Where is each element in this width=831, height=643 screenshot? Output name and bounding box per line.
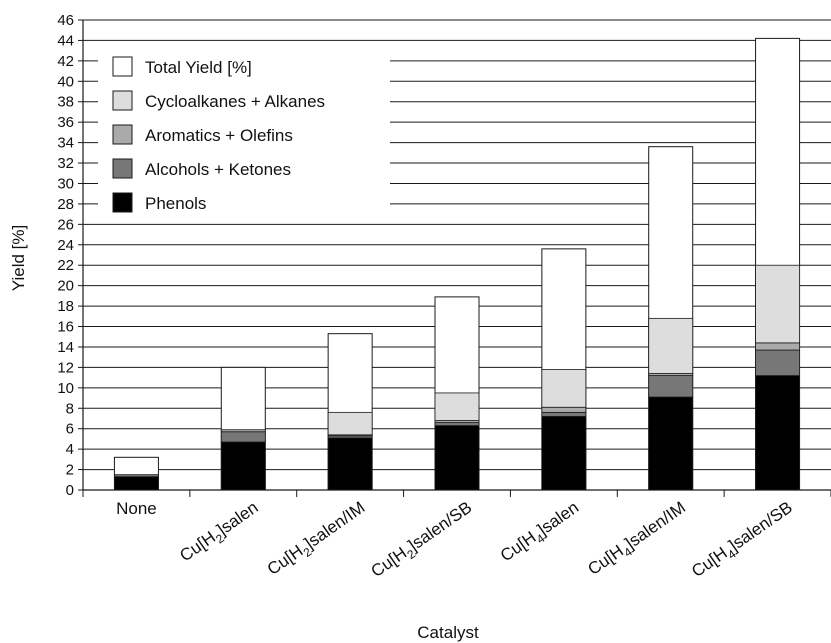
- y-tick-label: 46: [57, 12, 74, 29]
- y-tick-label: 28: [57, 196, 74, 213]
- bar-phenols: [114, 476, 159, 491]
- y-tick-label: 6: [66, 421, 74, 438]
- y-axis-title: Yield [%]: [9, 225, 28, 291]
- y-tick-label: 26: [57, 216, 74, 233]
- bar-phenols: [220, 441, 266, 491]
- bar-phenols: [648, 396, 694, 491]
- x-tick-label: Cu[H4]salen: [497, 498, 585, 569]
- bar-cycloalkanes-alkanes: [434, 392, 480, 421]
- bar-alcohols-ketones: [114, 474, 159, 478]
- y-tick-label: 24: [57, 237, 74, 254]
- legend-label: Aromatics + Olefins: [145, 126, 293, 145]
- legend-label: Phenols: [145, 194, 206, 213]
- bar-alcohols-ketones: [541, 411, 587, 417]
- bar-cycloalkanes-alkanes: [648, 317, 694, 374]
- bar-aromatics-olefins: [220, 429, 266, 433]
- x-tick-label: Cu[H2]salen/SB: [368, 498, 478, 585]
- y-tick-label: 32: [57, 155, 74, 172]
- legend-swatch: [112, 56, 133, 77]
- legend-background: [98, 48, 390, 220]
- bar-phenols: [755, 375, 800, 491]
- x-axis-title: Catalyst: [417, 623, 479, 642]
- bar-alcohols-ketones: [648, 375, 694, 398]
- bar-cycloalkanes-alkanes: [755, 264, 800, 344]
- bar-phenols: [541, 416, 587, 491]
- legend: Total Yield [%] Cycloalkanes + Alkanes Aro…: [98, 48, 390, 220]
- y-tick-label: 10: [57, 380, 74, 397]
- bar-alcohols-ketones: [434, 422, 480, 427]
- y-tick-label: 42: [57, 53, 74, 70]
- bar-phenols: [434, 425, 480, 491]
- y-tick-label: 44: [57, 32, 74, 49]
- y-tick-label: 8: [66, 400, 74, 417]
- y-tick-label: 34: [57, 135, 74, 152]
- bar-cycloalkanes-alkanes: [327, 411, 373, 436]
- legend-label: Total Yield [%]: [145, 58, 252, 77]
- bar-cycloalkanes-alkanes: [541, 369, 587, 408]
- bar-phenols: [327, 437, 373, 491]
- x-tick-label: Cu[H4]salen/SB: [688, 498, 798, 585]
- legend-swatch: [112, 124, 133, 145]
- y-tick-label: 30: [57, 175, 74, 192]
- y-tick-label: 14: [57, 339, 74, 356]
- y-tick-label: 38: [57, 94, 74, 111]
- x-tick-label: Cu[H2]salen/IM: [264, 498, 371, 582]
- bar-aromatics-olefins: [541, 406, 587, 413]
- y-tick-label: 4: [66, 441, 74, 458]
- legend-label: Cycloalkanes + Alkanes: [145, 92, 325, 111]
- x-tick-label: None: [116, 499, 157, 518]
- x-tick-label: Cu[H4]salen/IM: [584, 498, 691, 582]
- legend-swatch: [112, 192, 133, 213]
- legend-label: Alcohols + Ketones: [145, 160, 291, 179]
- legend-swatch: [112, 158, 133, 179]
- y-tick-label: 12: [57, 359, 74, 376]
- y-tick-label: 20: [57, 278, 74, 295]
- y-tick-label: 18: [57, 298, 74, 315]
- bar-aromatics-olefins: [755, 342, 800, 351]
- y-tick-label: 0: [66, 482, 74, 499]
- y-tick-label: 22: [57, 257, 74, 274]
- bars: [113, 37, 801, 491]
- legend-swatch: [112, 90, 133, 111]
- y-tick-label: 40: [57, 73, 74, 90]
- y-tick-label: 16: [57, 319, 74, 336]
- y-tick-label: 36: [57, 114, 74, 131]
- bar-alcohols-ketones: [755, 349, 800, 376]
- x-tick-label: Cu[H2]salen: [176, 498, 264, 569]
- bar-alcohols-ketones: [220, 431, 266, 443]
- gridlines: [83, 19, 831, 471]
- y-tick-label: 2: [66, 462, 74, 479]
